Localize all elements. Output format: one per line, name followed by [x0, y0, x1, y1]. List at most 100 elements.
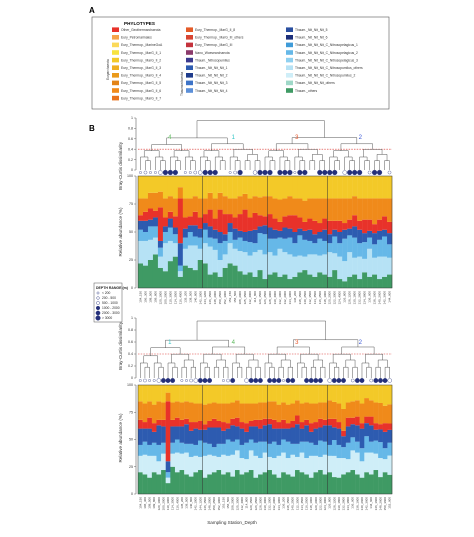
bar-segment [138, 263, 144, 288]
bar-segment [142, 220, 149, 232]
bar-segment [262, 176, 268, 197]
dendrogram-tick-label: 0.6 [128, 137, 133, 141]
bar-segment [187, 216, 193, 226]
bar-segment [197, 248, 203, 260]
bar-segment [317, 238, 323, 256]
bar-segment [373, 440, 379, 454]
dendrogram-branch [329, 156, 338, 170]
bar-segment [138, 176, 144, 199]
sample-label: 144_600 [369, 497, 373, 509]
bar-segment [217, 260, 223, 277]
bar-segment [304, 474, 310, 494]
bar-y-tick-label: 50 [129, 230, 133, 234]
bar-segment [257, 215, 263, 227]
bar-segment [221, 422, 226, 431]
legend-label: Thaum._Nit_Nit_Nit_2 [195, 74, 228, 78]
bar-segment [276, 385, 282, 405]
sample-label: 132_2000 [272, 497, 276, 511]
dendrogram-branch [280, 359, 291, 368]
dendrogram-tick-label: 0.6 [128, 340, 133, 344]
bar-segment [262, 225, 268, 235]
bar-segment [387, 429, 393, 443]
bar-segment [312, 220, 318, 235]
bar-segment [182, 176, 189, 199]
dendrogram-branch [204, 366, 210, 378]
bar-segment [138, 472, 143, 494]
bar-segment [304, 441, 310, 459]
dendrogram-branch [279, 156, 288, 170]
dendrogram-branch [171, 353, 190, 363]
bar-segment [295, 424, 300, 444]
cluster-label: 4 [232, 340, 236, 346]
dendrogram-branch [384, 160, 390, 170]
dendrogram-branch [309, 160, 316, 170]
bar-segment [225, 439, 231, 456]
bar-segment [350, 450, 356, 471]
bar-segment [368, 416, 374, 426]
bar-segment [281, 428, 286, 440]
bar-segment [187, 176, 193, 199]
bar-segment [308, 442, 314, 456]
bar-segment [221, 385, 226, 404]
sample-label: 120_1000 [157, 497, 161, 511]
bar-segment [257, 270, 263, 288]
bar-segment [373, 453, 379, 471]
depth-marker [193, 378, 198, 383]
bar-segment [227, 263, 233, 288]
legend-swatch [112, 73, 119, 78]
bar-segment [322, 274, 328, 288]
bar-segment [297, 272, 303, 288]
bar-segment [367, 198, 373, 220]
bar-segment [179, 453, 185, 471]
bar-segment [182, 265, 189, 288]
dendrogram-branch [377, 359, 388, 368]
bar-segment [327, 425, 333, 445]
bar-segment [239, 444, 245, 459]
bar-segment [271, 474, 277, 494]
depth-marker [198, 170, 203, 175]
bar-segment [327, 234, 333, 244]
bar-segment [367, 276, 373, 288]
bar-segment [230, 402, 236, 419]
bar-segment [165, 401, 171, 462]
bar-segment [297, 235, 303, 256]
dendrogram-branch [232, 362, 240, 378]
bar-segment [221, 403, 226, 423]
dendrogram-branch [313, 359, 323, 368]
bar-segment [167, 218, 174, 228]
bar-segment [232, 265, 238, 288]
bar-segment [290, 427, 296, 444]
bar-segment [271, 458, 277, 475]
sample-label: 120_2000 [314, 497, 318, 511]
bar-segment [336, 458, 342, 478]
dendrogram-tick-label: 0.4 [128, 352, 133, 356]
bar-segment [336, 477, 342, 494]
bar-segment [377, 239, 383, 257]
bar-segment [162, 198, 169, 218]
bar-segment [184, 401, 189, 419]
bar-segment [157, 191, 164, 208]
bar-segment [217, 232, 223, 244]
legend-swatch [186, 50, 193, 55]
bar-segment [198, 429, 203, 441]
dendrogram-branch [269, 160, 276, 170]
bar-segment [313, 385, 319, 404]
bar-segment [192, 176, 198, 197]
sample-label: 125_3500 [243, 291, 247, 305]
bar-segment [318, 418, 323, 428]
bar-segment [387, 198, 393, 222]
bar-segment [207, 443, 213, 455]
dendrogram-branch [376, 154, 388, 161]
bar-segment [252, 229, 258, 244]
bar-segment [202, 223, 208, 230]
depth-marker [271, 378, 277, 383]
bar-segment [192, 236, 198, 246]
depth-marker [341, 378, 346, 383]
bar-segment [267, 214, 273, 228]
bar-segment [216, 403, 222, 421]
depth-marker [287, 169, 293, 176]
cluster-label: 4 [168, 135, 172, 141]
bar-segment [322, 240, 328, 255]
bar-segment [202, 198, 208, 215]
bar-segment [193, 403, 199, 423]
